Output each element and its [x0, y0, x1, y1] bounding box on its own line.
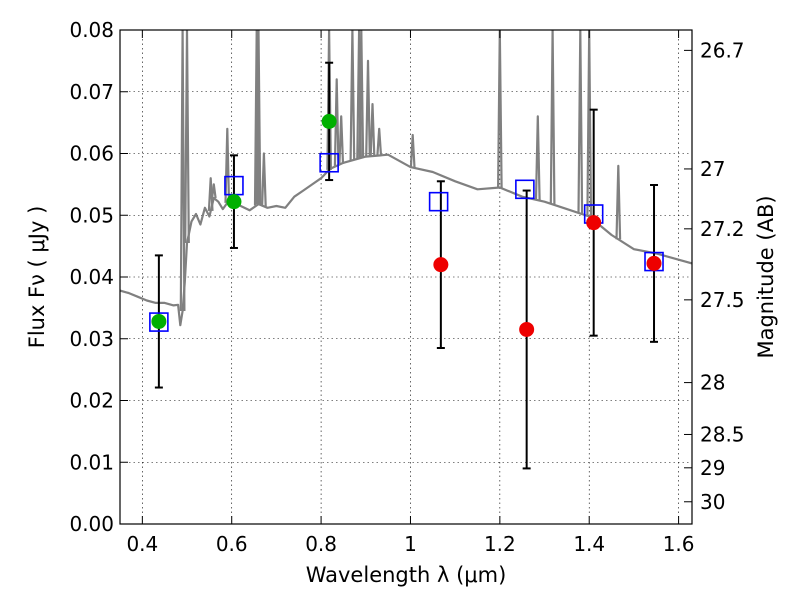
x-tick-label: 1.6 [663, 532, 695, 556]
plot-area [120, 30, 692, 470]
x-tick-label: 1 [404, 532, 417, 556]
x-axis-title: Wavelength λ (μm) [306, 563, 507, 587]
detection-point [226, 194, 242, 210]
model-photometry-square [149, 312, 169, 332]
detection-point [151, 313, 167, 329]
emission-spike [549, 30, 556, 205]
emission-spike [261, 152, 267, 207]
emission-spike [365, 59, 371, 157]
upper-limit-point [586, 215, 602, 231]
magnitude-tick-label: 27.2 [700, 217, 745, 241]
emission-spike [615, 164, 622, 240]
magnitude-tick-label: 28.5 [700, 422, 745, 446]
emission-spike [497, 30, 503, 188]
x-tick-label: 0.4 [126, 532, 158, 556]
x-tick-label: 0.6 [216, 532, 248, 556]
y-tick-label: 0.03 [69, 327, 114, 351]
emission-spike [369, 102, 376, 157]
model-photometry-square [515, 179, 535, 200]
upper-limit-point [646, 255, 662, 271]
y-tick-label: 0.01 [69, 450, 114, 474]
y-axis-title-left: Flux Fν ( μJy ) [25, 206, 49, 349]
emission-spike [184, 30, 190, 244]
magnitude-tick-label: 26.7 [700, 38, 745, 62]
emission-spike [179, 30, 186, 312]
emission-spike [577, 30, 584, 214]
y-tick-label: 0.06 [69, 142, 114, 166]
magnitude-tick-label: 27.5 [700, 288, 745, 312]
detection-point [321, 113, 337, 129]
emission-spike [255, 30, 262, 205]
x-tick-label: 1.4 [573, 532, 605, 556]
emission-spike [409, 133, 416, 168]
emission-spike [211, 183, 217, 199]
x-tick-label: 0.8 [305, 532, 337, 556]
magnitude-tick-label: 30 [700, 490, 725, 514]
emission-spike [376, 127, 383, 156]
emission-spike [358, 30, 365, 158]
magnitude-tick-label: 27 [700, 157, 725, 181]
y-tick-label: 0.07 [69, 80, 114, 104]
y-tick-label: 0.00 [69, 512, 114, 536]
x-tick-label: 1.2 [484, 532, 516, 556]
emission-spike [349, 30, 356, 161]
emission-spike [338, 115, 345, 164]
y-tick-label: 0.04 [69, 265, 114, 289]
emission-spike [333, 78, 340, 166]
upper-limit-point [433, 257, 449, 273]
emission-spike [224, 127, 231, 203]
emission-spike [534, 115, 541, 201]
emission-spike [207, 177, 214, 211]
upper-limit-point [519, 321, 535, 337]
magnitude-tick-label: 29 [700, 456, 725, 480]
model-photometry-square [319, 152, 339, 173]
magnitude-tick-label: 28 [700, 371, 725, 395]
y-tick-label: 0.02 [69, 389, 114, 413]
y-tick-label: 0.08 [69, 18, 114, 42]
y-axis-title-right: Magnitude (AB) [754, 195, 778, 358]
model-photometry-square [428, 191, 449, 212]
y-tick-label: 0.05 [69, 203, 114, 227]
emission-spike [586, 30, 593, 217]
axes: 0.4 0.6 0.8 1 1.2 1.4 1.6 0.00 0.01 0.02 0.03 0.04 0… [69, 18, 744, 556]
